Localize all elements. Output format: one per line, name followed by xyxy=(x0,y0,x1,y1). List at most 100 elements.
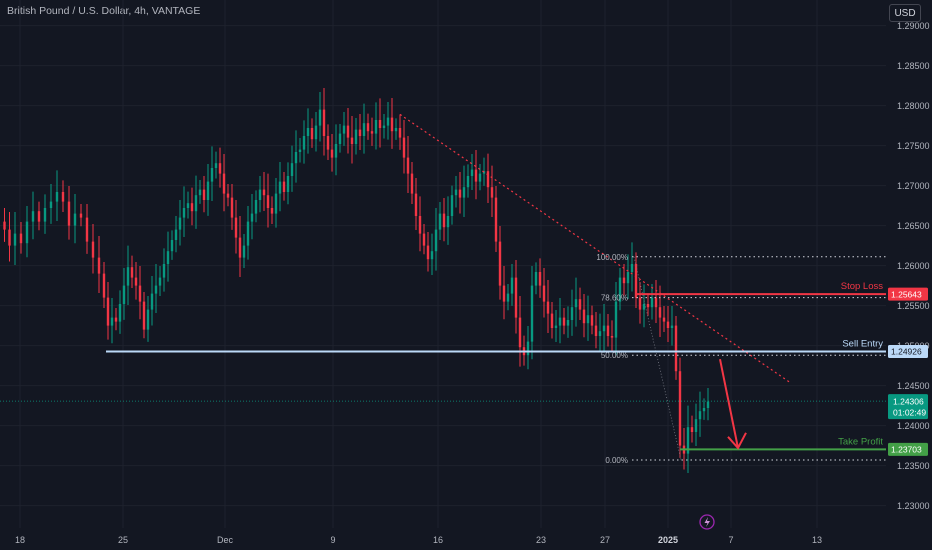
candle-body xyxy=(314,125,318,140)
candle-body xyxy=(654,297,658,308)
candle-body xyxy=(658,307,662,318)
y-tick-label: 1.28500 xyxy=(897,61,930,71)
candle-body xyxy=(85,217,89,242)
flash-icon-bolt xyxy=(704,517,710,527)
candle-body xyxy=(102,273,106,298)
y-tick-label: 1.27000 xyxy=(897,181,930,191)
candle-body xyxy=(574,299,578,308)
candle-body xyxy=(502,285,506,302)
level-name: Take Profit xyxy=(838,436,883,447)
candle-body xyxy=(498,241,502,286)
candle-body xyxy=(474,169,478,182)
candle-body xyxy=(210,168,214,182)
candle-body xyxy=(478,173,482,182)
candle-body xyxy=(25,221,29,244)
candle-body xyxy=(606,325,610,336)
candle-body xyxy=(706,401,710,408)
candle-body xyxy=(390,117,394,132)
candle-body xyxy=(466,176,470,188)
candle-body xyxy=(122,285,126,304)
candle-body xyxy=(582,309,586,324)
candle-body xyxy=(362,123,366,136)
candle-body xyxy=(554,325,558,328)
candle-body xyxy=(162,264,166,278)
x-tick-label: 25 xyxy=(118,535,128,545)
candle-body xyxy=(546,301,550,314)
candle-body xyxy=(518,317,522,348)
candle-body xyxy=(318,109,322,126)
projection-arrow[interactable] xyxy=(719,359,739,449)
candle-body xyxy=(506,293,510,302)
candle-body xyxy=(190,203,194,212)
current-price-label: 1.24306 xyxy=(893,396,924,406)
fib-level-label: 78.60% xyxy=(601,294,628,303)
candle-body xyxy=(67,201,71,226)
candle-body xyxy=(690,427,694,432)
candle-body xyxy=(97,257,101,274)
y-tick-label: 1.24000 xyxy=(897,421,930,431)
candle-body xyxy=(226,193,230,198)
candle-body xyxy=(242,245,246,258)
candle-body xyxy=(426,245,430,260)
candle-body xyxy=(150,293,154,310)
candle-body xyxy=(662,317,666,322)
candle-body xyxy=(278,181,282,194)
level-name: Stop Loss xyxy=(841,281,883,292)
x-tick-label: Dec xyxy=(217,535,234,545)
candle-body xyxy=(386,117,390,126)
candle-body xyxy=(446,216,450,228)
candle-body xyxy=(406,157,410,174)
candle-body xyxy=(174,229,178,240)
trendline[interactable] xyxy=(399,113,791,383)
level-price-tag xyxy=(888,345,928,359)
candle-body xyxy=(586,315,590,324)
candle-body xyxy=(206,181,210,200)
x-tick-label: 16 xyxy=(433,535,443,545)
candle-body xyxy=(234,217,238,238)
candle-body xyxy=(118,304,122,322)
y-tick-label: 1.23000 xyxy=(897,501,930,511)
candle-body xyxy=(614,301,618,338)
candle-body xyxy=(378,120,382,128)
currency-button[interactable]: USD xyxy=(889,4,921,22)
projection-arrow-head xyxy=(727,432,747,450)
candle-body xyxy=(266,195,270,208)
candle-body xyxy=(91,241,95,258)
y-tick-label: 1.29000 xyxy=(897,21,930,31)
level-price-tag xyxy=(888,287,928,301)
candle-body xyxy=(594,325,598,336)
candle-body xyxy=(558,317,562,326)
candle-body xyxy=(138,285,142,302)
candle-body xyxy=(130,267,134,278)
candle-body xyxy=(246,221,250,246)
candle-body xyxy=(286,176,290,192)
current-price-tag xyxy=(888,394,928,420)
candle-body xyxy=(326,136,330,150)
candle-body xyxy=(73,213,77,226)
candle-body xyxy=(19,233,23,244)
candle-body xyxy=(418,216,422,234)
candle-body xyxy=(61,192,65,202)
x-tick-label: 7 xyxy=(728,535,733,545)
fib-level-label: 50.00% xyxy=(601,351,628,360)
candle-body xyxy=(298,149,302,152)
candle-body xyxy=(646,304,650,308)
candle-body xyxy=(274,193,278,214)
candle-body xyxy=(310,128,314,140)
candle-body xyxy=(626,272,630,284)
candle-body xyxy=(186,203,190,208)
candle-body xyxy=(198,189,202,196)
chart-title: British Pound / U.S. Dollar, 4h, VANTAGE xyxy=(7,5,201,17)
candle-body xyxy=(55,192,59,202)
candle-body xyxy=(3,221,6,230)
candle-body xyxy=(670,325,674,328)
candle-body xyxy=(394,128,398,132)
candle-body xyxy=(402,137,406,158)
candle-body xyxy=(414,193,418,216)
candle-body xyxy=(578,299,582,310)
candle-body xyxy=(350,137,354,144)
y-tick-label: 1.27500 xyxy=(897,141,930,151)
flash-icon[interactable] xyxy=(699,514,715,530)
candle-body xyxy=(254,200,258,214)
